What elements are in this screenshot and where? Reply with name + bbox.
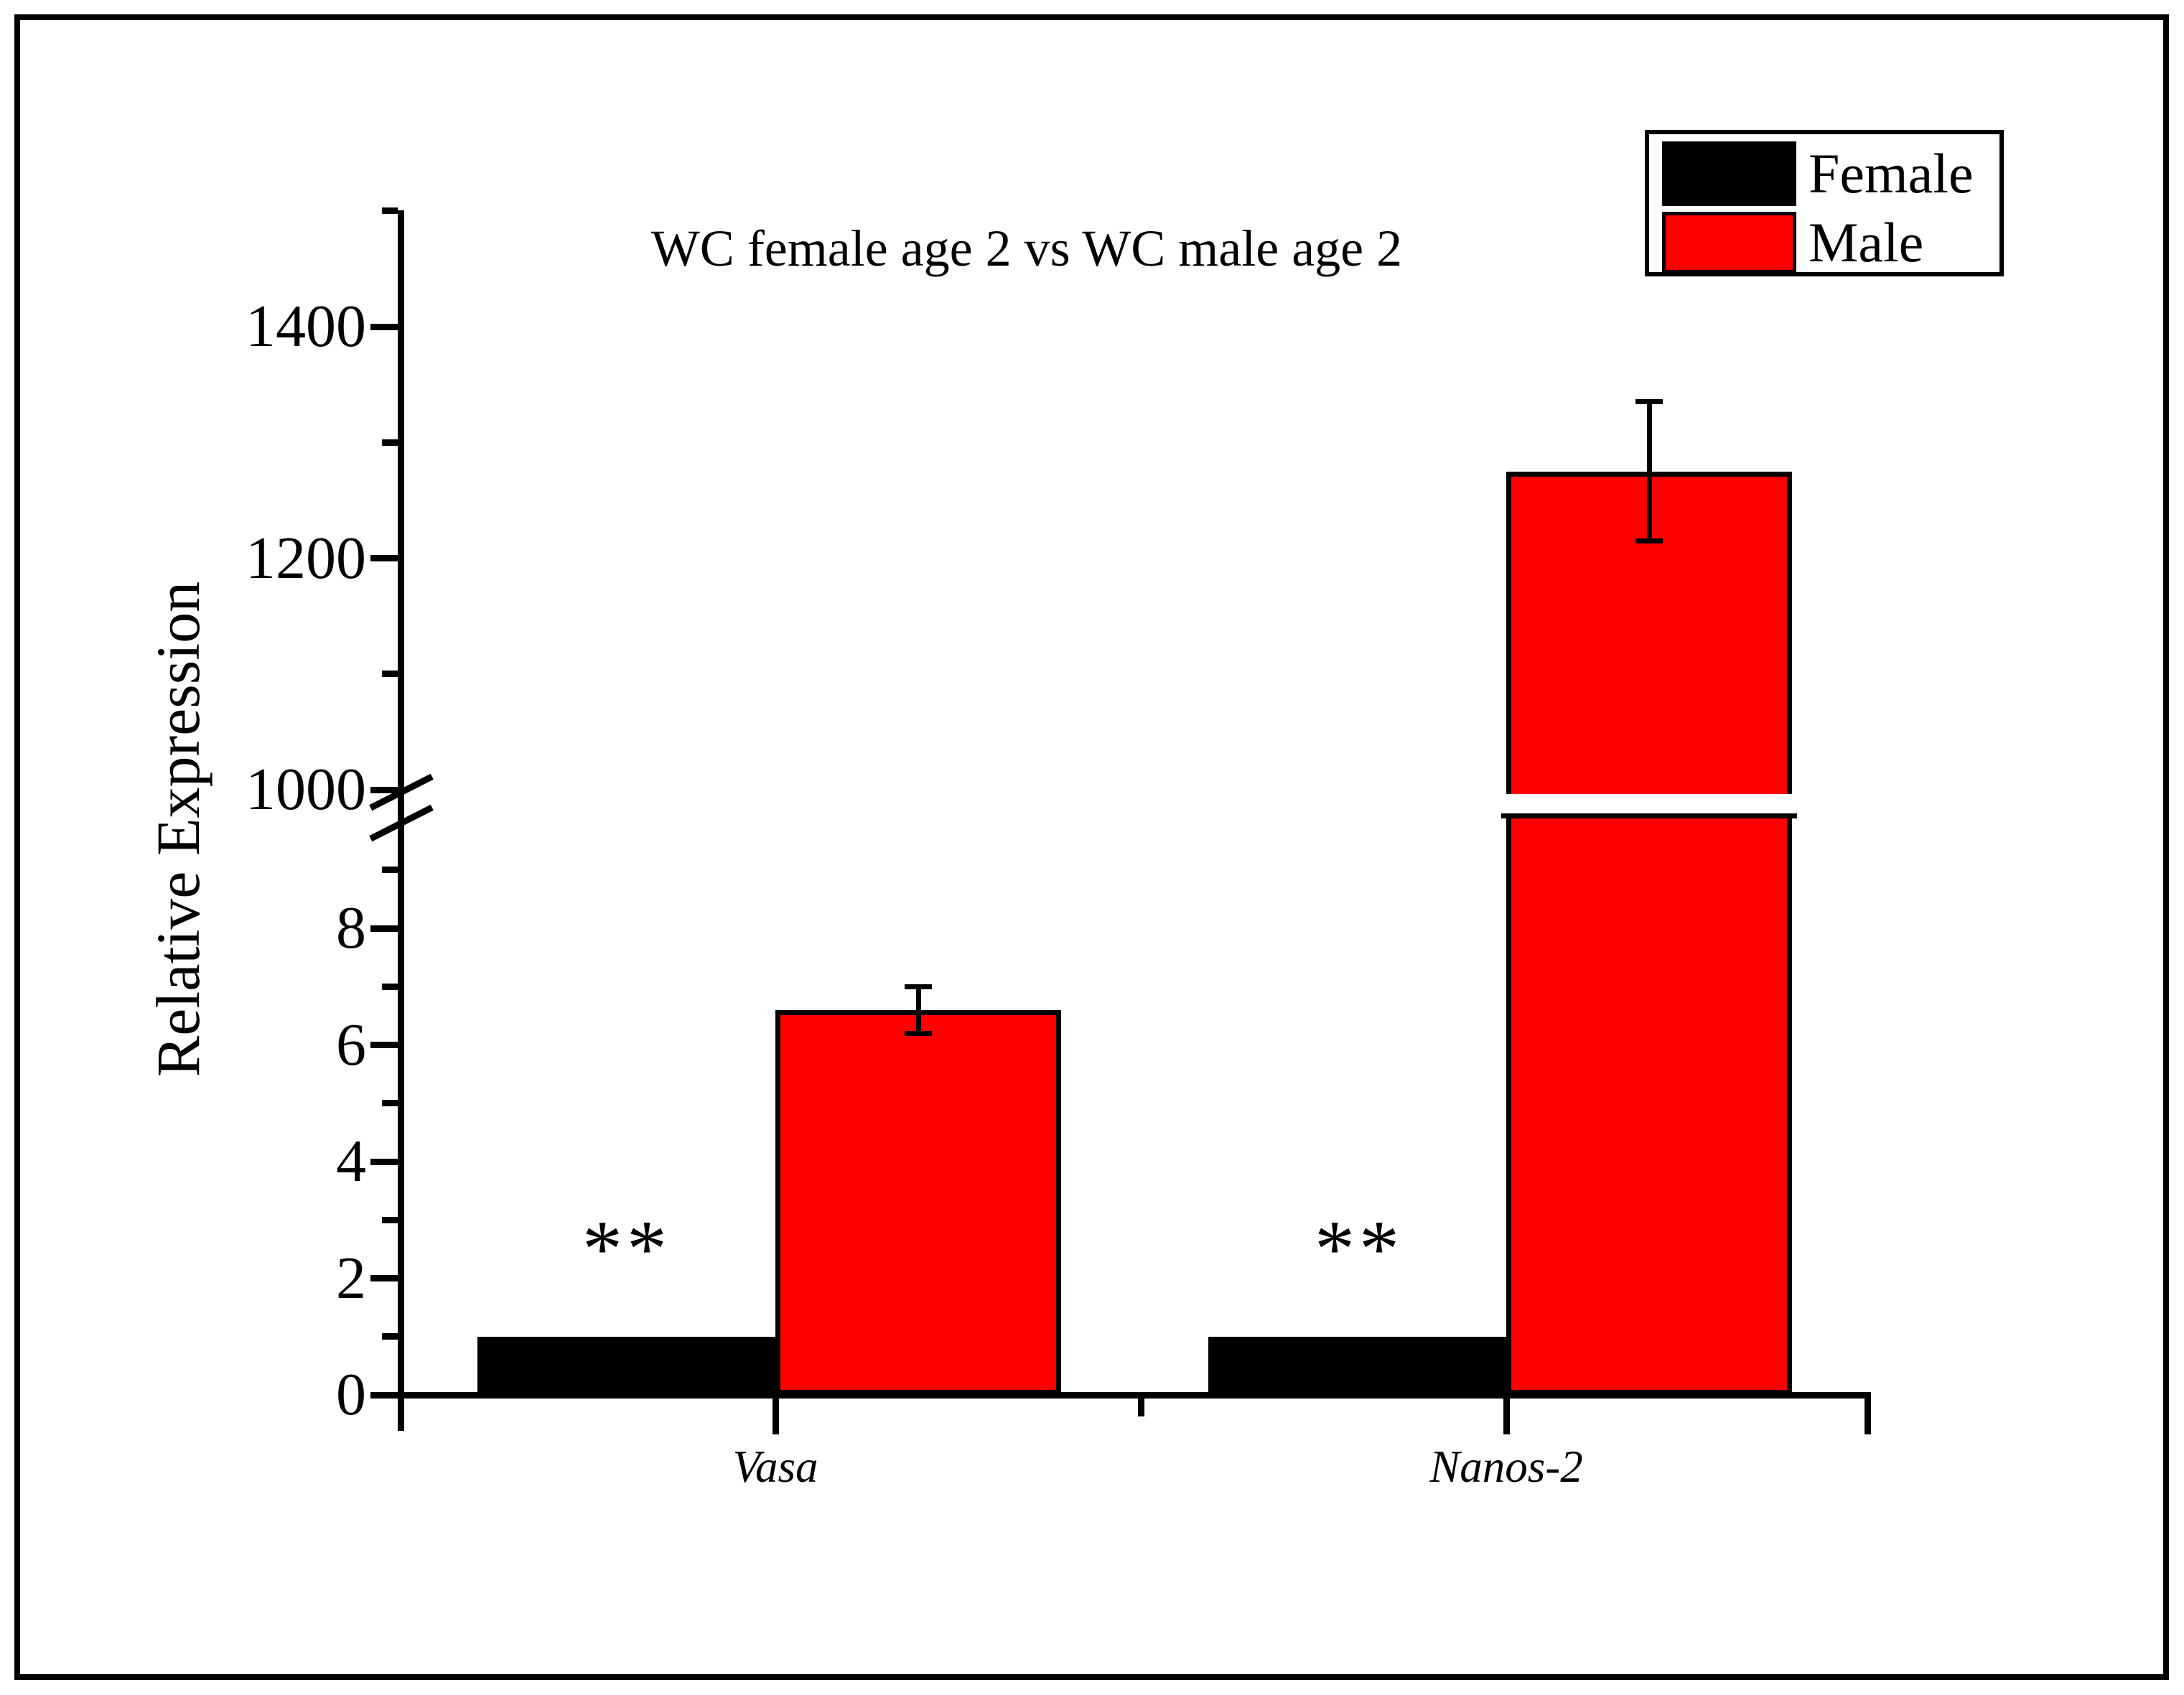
y-tick-label: 0	[336, 1361, 366, 1428]
x-category-label-vasa: Vasa	[732, 1442, 818, 1492]
y-tick-label: 4	[336, 1128, 366, 1195]
y-major-tick	[370, 1042, 398, 1048]
x-axis-line	[398, 1392, 1871, 1399]
y-major-tick	[370, 1275, 398, 1281]
y-tick-label: 8	[336, 895, 366, 961]
y-major-tick	[370, 1391, 398, 1399]
figure-frame	[14, 14, 2169, 1680]
error-bar-cap-bottom	[905, 1030, 932, 1036]
y-tick-label: 6	[336, 1011, 366, 1078]
chart-title: WC female age 2 vs WC male age 2	[650, 220, 1403, 277]
x-category-tick-vasa	[772, 1399, 779, 1434]
y-minor-tick	[382, 671, 398, 678]
y-major-tick	[370, 786, 398, 793]
y-minor-tick	[382, 1100, 398, 1107]
x-category-tick-nanos-2	[1503, 1399, 1510, 1434]
error-bar-cap-top	[905, 984, 932, 989]
significance-marker-vasa: **	[582, 1205, 671, 1294]
legend-swatch-male	[1662, 212, 1796, 274]
x-boundary-minor-tick	[1138, 1399, 1144, 1416]
y-minor-tick	[382, 983, 398, 990]
y-major-tick	[370, 555, 398, 561]
error-bar-line	[915, 986, 921, 1034]
y-tick-label: 1000	[246, 756, 366, 823]
legend-label-male: Male	[1809, 211, 1924, 274]
x-axis-end-tick	[1865, 1399, 1871, 1434]
bar-male-vasa	[775, 1009, 1061, 1395]
y-tick-label: 1200	[246, 524, 366, 592]
legend-box: Female Male	[1645, 130, 2004, 276]
error-bar-cap-top	[1635, 399, 1663, 405]
bar-break-lower-edge	[1501, 813, 1797, 818]
bar-male-nanos-2	[1506, 471, 1792, 1395]
bar-female-nanos-2	[1208, 1336, 1506, 1395]
legend-swatch-female	[1662, 141, 1796, 206]
error-bar-cap-bottom	[1635, 538, 1663, 543]
y-minor-tick	[382, 439, 398, 446]
significance-marker-nanos2: **	[1315, 1205, 1404, 1294]
y-tick-label: 2	[336, 1244, 366, 1312]
y-major-tick	[370, 323, 398, 330]
y-tick-label: 1400	[246, 293, 366, 360]
y-minor-tick	[382, 207, 398, 215]
y-minor-tick	[382, 867, 398, 874]
x-category-label-nanos2: Nanos-2	[1429, 1442, 1583, 1492]
y-major-tick	[370, 925, 398, 932]
error-bar-line	[1646, 401, 1652, 541]
bar-female-vasa	[477, 1336, 775, 1395]
y-minor-tick	[382, 1216, 398, 1223]
legend-label-female: Female	[1809, 142, 1974, 205]
y-minor-tick	[382, 1333, 398, 1340]
y-major-tick	[370, 1158, 398, 1165]
bar-break-gap	[1501, 794, 1797, 813]
